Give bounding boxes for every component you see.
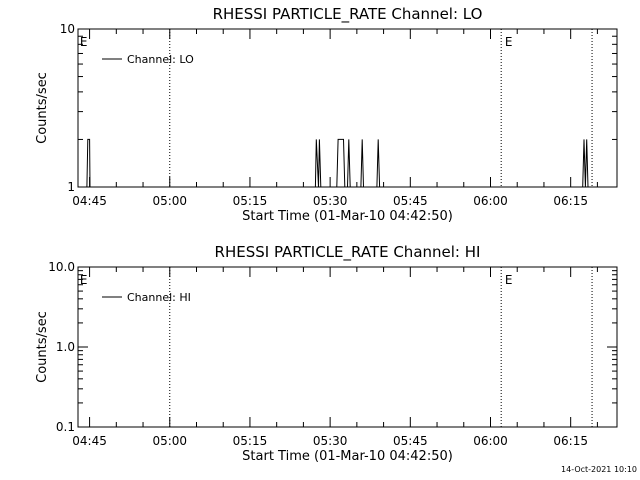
panel-2: RHESSI PARTICLE_RATE Channel: HI 10.0 1.0 0… [35,243,618,464]
footer-date: 14-Oct-2021 10:10 [561,465,637,474]
event-annotation: E [80,273,88,287]
x-tick-label: 06:00 [473,434,508,448]
y-tick-label: 0.1 [56,420,75,434]
x-tick-label: 04:45 [72,434,107,448]
x-axis-label: Start Time (01-Mar-10 04:42:50) [242,449,453,464]
x-tick-label: 05:15 [233,194,268,208]
y-tick-label: 1 [67,180,75,194]
y-axis-label: Counts/sec [35,72,50,144]
y-tick-label: 10.0 [48,260,75,274]
x-tick-label: 05:15 [233,434,268,448]
series-line [86,138,589,188]
y-tick-label: 10 [60,22,75,36]
x-tick-label: 06:00 [473,194,508,208]
chart-title: RHESSI PARTICLE_RATE Channel: HI [215,243,481,262]
y-axis-label: Counts/sec [35,311,50,383]
event-annotation: E [80,35,88,49]
y-tick-label: 1.0 [56,340,75,354]
chart-title: RHESSI PARTICLE_RATE Channel: LO [213,5,483,24]
x-tick-label: 04:45 [72,194,107,208]
panel-1: RHESSI PARTICLE_RATE Channel: LO 10 1 Count… [35,5,618,224]
x-tick-label: 05:00 [152,434,187,448]
x-tick-label: 05:45 [393,434,428,448]
event-annotation: E [505,35,513,49]
x-tick-label: 05:45 [393,194,428,208]
x-tick-label: 05:30 [313,434,348,448]
x-axis-label: Start Time (01-Mar-10 04:42:50) [242,209,453,224]
legend-label: Channel: LO [127,53,194,66]
x-tick-label: 05:00 [152,194,187,208]
legend-label: Channel: HI [127,291,191,304]
x-tick-label: 06:15 [553,194,588,208]
event-annotation: E [505,273,513,287]
x-tick-label: 06:15 [553,434,588,448]
x-tick-label: 05:30 [313,194,348,208]
